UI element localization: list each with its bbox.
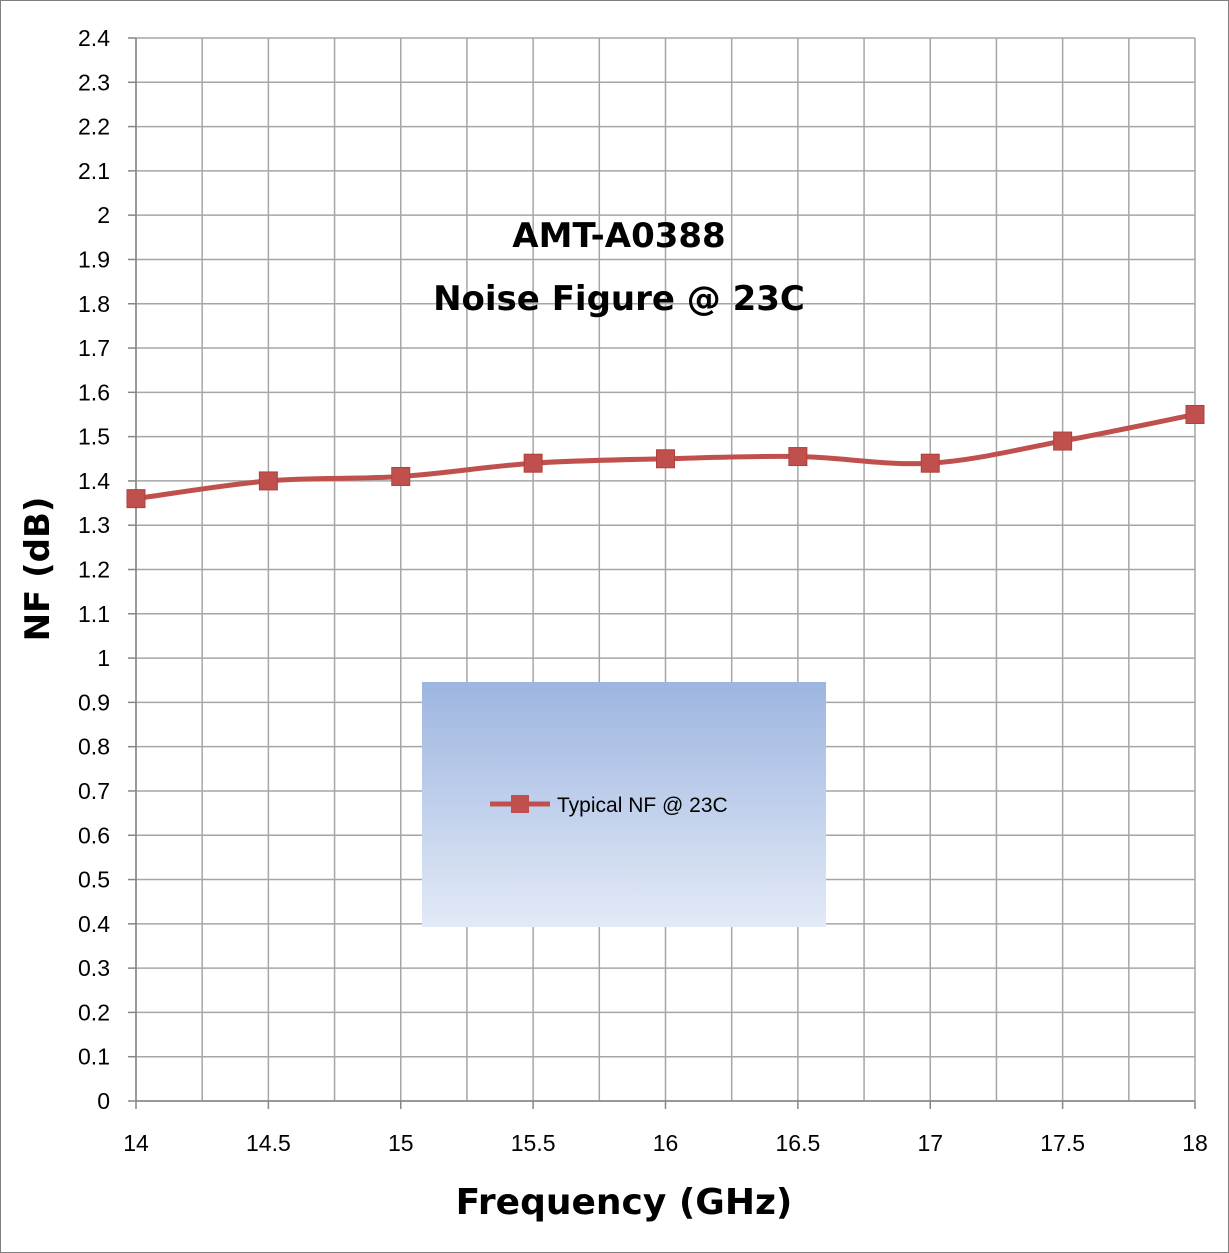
axes <box>128 37 1196 1109</box>
y-tick-labels: 0 0.1 0.2 0.3 0.4 0.5 0.6 0.7 0.8 0.9 1 1.1 1.2 1.3 1.… <box>78 25 110 1114</box>
x-tick-label: 14.5 <box>246 1130 291 1156</box>
y-tick-label: 2.1 <box>78 158 110 184</box>
x-tick-label: 14 <box>123 1130 149 1156</box>
y-tick-label: 1.7 <box>78 335 110 361</box>
x-tick-label: 15 <box>388 1130 414 1156</box>
data-point-marker <box>523 453 543 473</box>
data-point-marker <box>258 471 278 491</box>
y-tick-label: 0.7 <box>78 778 110 804</box>
y-tick-label: 0.6 <box>78 822 110 848</box>
data-point-marker <box>920 453 940 473</box>
x-tick-label: 17.5 <box>1040 1130 1085 1156</box>
x-tick-label: 16 <box>653 1130 679 1156</box>
y-tick-label: 0.8 <box>78 734 110 760</box>
x-axis-title: Frequency (GHz) <box>456 1182 793 1223</box>
data-point-marker <box>1053 431 1073 451</box>
y-tick-label: 0.4 <box>78 911 110 937</box>
y-tick-label: 1.8 <box>78 291 110 317</box>
x-tick-label: 18 <box>1182 1130 1208 1156</box>
x-tick-label: 16.5 <box>775 1130 820 1156</box>
y-tick-label: 0 <box>97 1088 110 1114</box>
y-tick-label: 0.5 <box>78 867 110 893</box>
x-tick-label: 15.5 <box>511 1130 556 1156</box>
y-tick-label: 1.5 <box>78 424 110 450</box>
y-tick-label: 0.1 <box>78 1044 110 1070</box>
y-axis-title: NF (dB) <box>18 497 58 642</box>
data-point-marker <box>126 489 146 509</box>
data-point-marker <box>391 466 411 486</box>
legend: Typical NF @ 23C <box>422 682 826 927</box>
y-tick-label: 1.9 <box>78 246 110 272</box>
y-tick-label: 2.4 <box>78 25 110 51</box>
series-typical-nf <box>126 404 1205 509</box>
y-tick-label: 1.6 <box>78 379 110 405</box>
y-tick-label: 1.4 <box>78 468 110 494</box>
data-point-marker <box>788 447 808 467</box>
y-tick-label: 2 <box>97 202 110 228</box>
legend-marker-sample <box>511 795 529 813</box>
y-tick-label: 2.2 <box>78 114 110 140</box>
x-tick-labels: 14 14.5 15 15.5 16 16.5 17 17.5 18 <box>123 1130 1208 1156</box>
data-point-marker <box>1185 404 1205 424</box>
grid <box>135 37 1196 1102</box>
chart-title-line-2: Noise Figure @ 23C <box>433 279 805 319</box>
y-tick-label: 0.9 <box>78 689 110 715</box>
y-tick-label: 0.2 <box>78 999 110 1025</box>
y-tick-label: 1 <box>97 645 110 671</box>
y-tick-label: 1.3 <box>78 512 110 538</box>
legend-box <box>422 682 826 927</box>
legend-label: Typical NF @ 23C <box>557 794 728 817</box>
y-tick-label: 1.1 <box>78 601 110 627</box>
y-tick-label: 1.2 <box>78 557 110 583</box>
data-point-marker <box>656 449 675 469</box>
x-tick-label: 17 <box>917 1130 943 1156</box>
y-tick-label: 0.3 <box>78 955 110 981</box>
y-tick-label: 2.3 <box>78 69 110 95</box>
chart-title-line-1: AMT-A0388 <box>512 216 725 256</box>
